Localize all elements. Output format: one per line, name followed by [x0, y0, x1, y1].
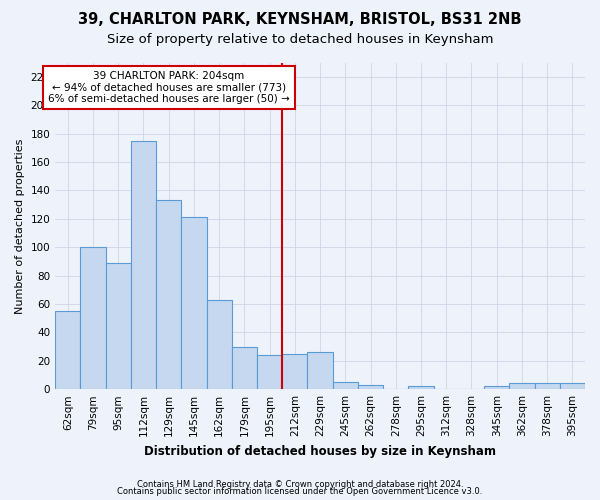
Bar — [560, 384, 585, 389]
Bar — [106, 263, 131, 389]
Bar — [484, 386, 509, 389]
Bar — [80, 247, 106, 389]
Bar — [232, 346, 257, 389]
Text: 39 CHARLTON PARK: 204sqm
← 94% of detached houses are smaller (773)
6% of semi-d: 39 CHARLTON PARK: 204sqm ← 94% of detach… — [48, 71, 290, 104]
Bar — [509, 384, 535, 389]
Bar — [358, 385, 383, 389]
Bar — [181, 218, 206, 389]
X-axis label: Distribution of detached houses by size in Keynsham: Distribution of detached houses by size … — [144, 444, 496, 458]
Bar — [307, 352, 332, 389]
Bar — [282, 354, 307, 389]
Bar — [257, 355, 282, 389]
Bar — [55, 311, 80, 389]
Text: Contains public sector information licensed under the Open Government Licence v3: Contains public sector information licen… — [118, 487, 482, 496]
Bar — [535, 384, 560, 389]
Y-axis label: Number of detached properties: Number of detached properties — [15, 138, 25, 314]
Text: Size of property relative to detached houses in Keynsham: Size of property relative to detached ho… — [107, 32, 493, 46]
Text: 39, CHARLTON PARK, KEYNSHAM, BRISTOL, BS31 2NB: 39, CHARLTON PARK, KEYNSHAM, BRISTOL, BS… — [78, 12, 522, 28]
Bar — [131, 140, 156, 389]
Bar — [409, 386, 434, 389]
Bar — [332, 382, 358, 389]
Text: Contains HM Land Registry data © Crown copyright and database right 2024.: Contains HM Land Registry data © Crown c… — [137, 480, 463, 489]
Bar — [156, 200, 181, 389]
Bar — [206, 300, 232, 389]
